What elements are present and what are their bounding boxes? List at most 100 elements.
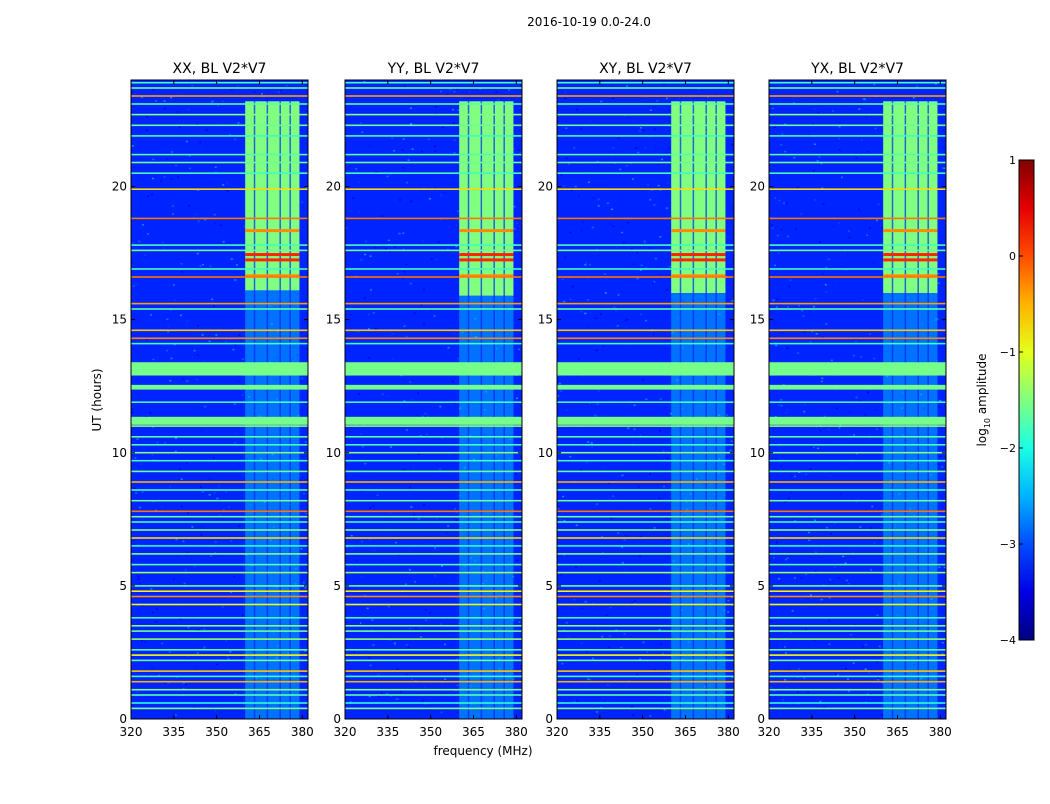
noise-speck (508, 89, 511, 91)
noise-speck (301, 509, 303, 511)
rfi-row (557, 590, 734, 592)
rfi-row (769, 625, 946, 627)
noise-speck (408, 628, 411, 630)
noise-speck (784, 646, 786, 648)
noise-speck (812, 305, 815, 308)
noise-speck (434, 150, 437, 152)
noise-speck (196, 123, 199, 125)
noise-speck (837, 577, 840, 579)
bright-patch (459, 253, 514, 257)
rfi-row (557, 537, 734, 539)
panel-frame (556, 79, 735, 720)
noise-speck (155, 100, 157, 102)
noise-speck (456, 88, 459, 91)
rfi-row (131, 481, 308, 483)
noise-speck (512, 658, 515, 661)
noise-speck (654, 128, 656, 131)
noise-speck (621, 546, 624, 548)
rfi-row (769, 489, 946, 491)
noise-speck (615, 309, 618, 312)
noise-speck (589, 678, 591, 681)
noise-speck (862, 294, 865, 296)
noise-speck (557, 508, 560, 510)
rfi-row (345, 153, 522, 156)
noise-speck (620, 646, 623, 649)
noise-speck (787, 497, 790, 500)
noise-speck (222, 509, 225, 511)
noise-speck (863, 413, 866, 416)
rfi-row (769, 188, 946, 190)
noise-speck (193, 350, 196, 352)
noise-speck (156, 442, 159, 445)
noise-speck (845, 269, 848, 271)
rfi-row (557, 595, 734, 598)
noise-speck (619, 168, 622, 171)
noise-speck (432, 236, 435, 239)
noise-speck (773, 126, 776, 129)
channel-gap (289, 101, 291, 720)
noise-speck (855, 501, 858, 503)
rfi-row (557, 481, 734, 483)
noise-speck (426, 415, 429, 417)
noise-speck (451, 542, 454, 545)
noise-speck (183, 649, 186, 652)
noise-speck (408, 486, 411, 489)
noise-speck (441, 565, 443, 567)
noise-speck (403, 325, 406, 327)
noise-speck (876, 614, 879, 617)
noise-speck (604, 273, 607, 275)
rfi-row (131, 329, 308, 332)
noise-speck (877, 679, 880, 681)
rfi-row (131, 510, 308, 513)
noise-speck (569, 231, 572, 234)
noise-speck (389, 695, 392, 697)
rfi-row (769, 249, 946, 252)
noise-speck (178, 468, 181, 471)
x-axis-label: frequency (MHz) (433, 744, 532, 758)
rfi-row (769, 81, 946, 84)
noise-speck (561, 104, 564, 106)
noise-speck (570, 225, 573, 228)
y-tick-label: 15 (750, 313, 765, 327)
noise-speck (141, 604, 144, 607)
noise-speck (814, 551, 817, 553)
noise-speck (168, 651, 171, 653)
noise-speck (731, 143, 734, 146)
noise-speck (825, 266, 828, 269)
noise-speck (368, 695, 371, 698)
noise-speck (381, 215, 384, 217)
noise-speck (174, 714, 177, 716)
noise-speck (818, 156, 821, 158)
noise-speck (775, 541, 778, 544)
noise-speck (142, 223, 144, 226)
noise-speck (609, 223, 612, 225)
noise-speck (778, 199, 781, 202)
noise-speck (635, 250, 638, 253)
noise-speck (869, 653, 871, 655)
noise-speck (862, 299, 865, 301)
noise-speck (814, 298, 817, 300)
noise-speck (850, 634, 853, 636)
noise-speck (182, 540, 185, 543)
noise-speck (185, 628, 188, 630)
noise-speck (215, 710, 218, 712)
noise-speck (625, 535, 628, 537)
rfi-row (557, 545, 734, 547)
noise-speck (772, 107, 775, 110)
rfi-row (131, 553, 308, 555)
noise-speck (194, 213, 197, 216)
noise-speck (591, 226, 594, 229)
rfi-row (769, 675, 946, 678)
noise-speck (561, 663, 564, 665)
noise-speck (878, 645, 881, 648)
noise-speck (824, 283, 827, 286)
noise-speck (869, 333, 872, 335)
noise-speck (144, 641, 147, 643)
noise-speck (393, 150, 396, 152)
noise-speck (397, 554, 400, 556)
colorbar-tick-label: 0 (1009, 250, 1016, 263)
noise-speck (783, 657, 785, 659)
noise-speck (408, 569, 411, 571)
y-tick-label: 0 (545, 712, 553, 726)
noise-speck (798, 511, 801, 514)
